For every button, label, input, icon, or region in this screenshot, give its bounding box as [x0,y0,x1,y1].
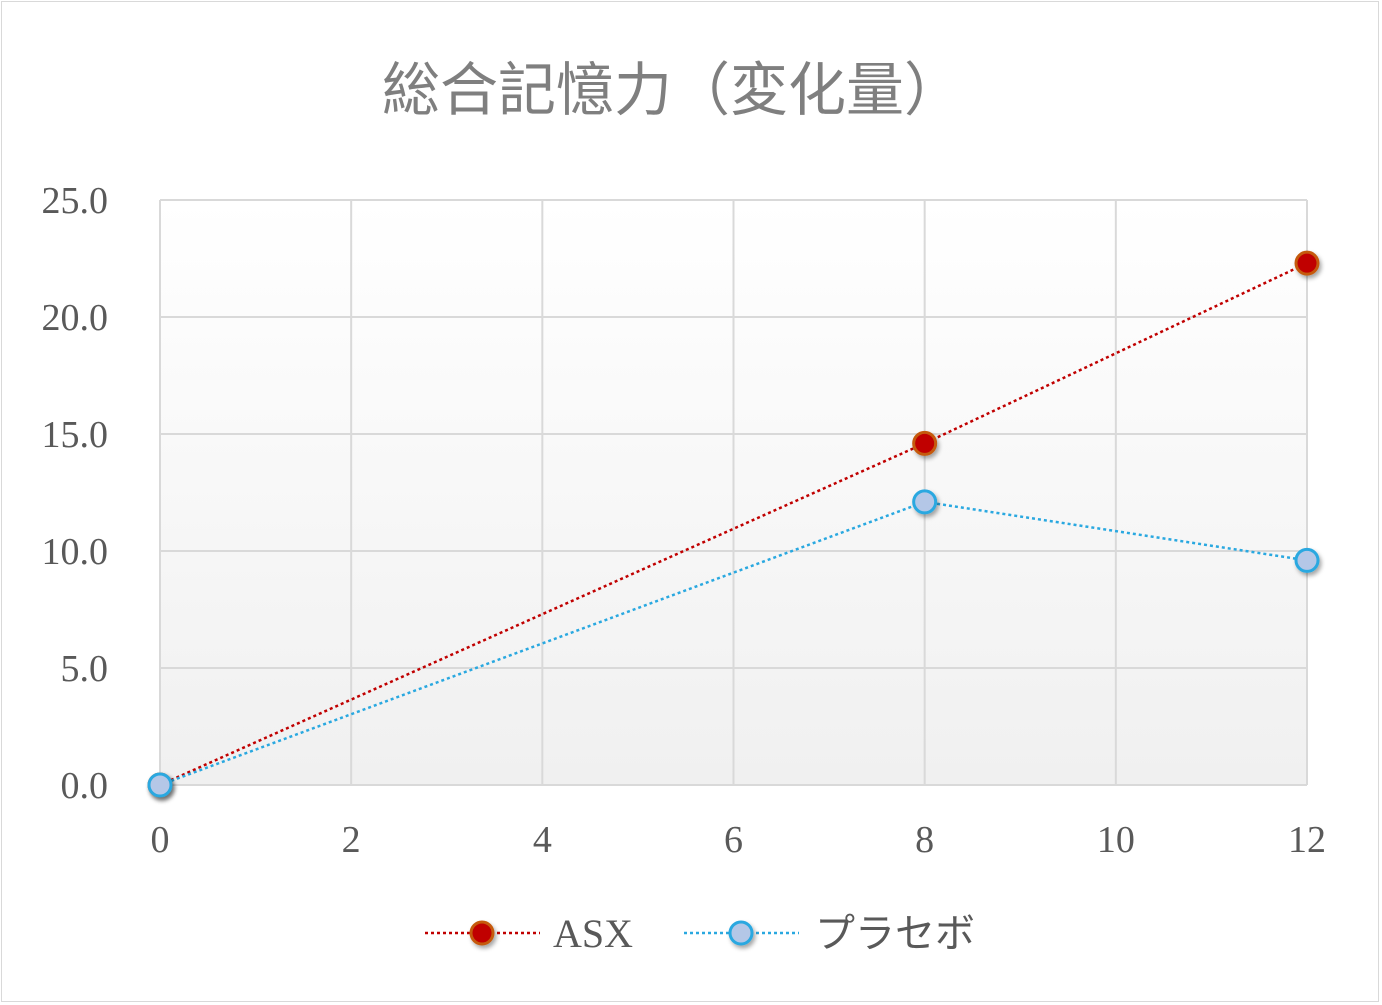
y-tick-label: 10.0 [42,531,109,573]
y-axis-ticks: 0.0 5.0 10.0 15.0 20.0 25.0 [42,180,109,807]
data-point-series-2 [1294,547,1320,573]
y-tick-label: 20.0 [42,297,109,339]
x-tick-label: 8 [915,819,934,861]
y-tick-label: 5.0 [61,648,109,690]
data-point-series-2 [912,489,938,515]
legend: ASX プラセボ [425,911,975,956]
data-point-series-1 [1294,250,1320,276]
legend-marker-2 [728,920,754,946]
y-tick-label: 25.0 [42,180,109,222]
legend-marker-1 [469,920,495,946]
x-tick-label: 6 [724,819,743,861]
data-point-series-1 [912,430,938,456]
data-point-series-2 [147,772,173,798]
series-layer [147,250,1320,798]
series-line-2 [159,500,1308,787]
gridlines [159,199,1308,786]
x-tick-label: 2 [342,819,361,861]
x-tick-label: 10 [1097,819,1135,861]
x-tick-label: 0 [151,819,170,861]
legend-label-1: ASX [553,911,633,956]
chart-title: 総合記憶力（変化量） [382,56,962,124]
legend-label-2: プラセボ [815,911,975,956]
y-tick-label: 0.0 [61,765,109,807]
y-tick-label: 15.0 [42,414,109,456]
x-tick-label: 12 [1288,819,1326,861]
x-tick-label: 4 [533,819,552,861]
x-axis-ticks: 0 2 4 6 8 10 12 [151,819,1327,861]
